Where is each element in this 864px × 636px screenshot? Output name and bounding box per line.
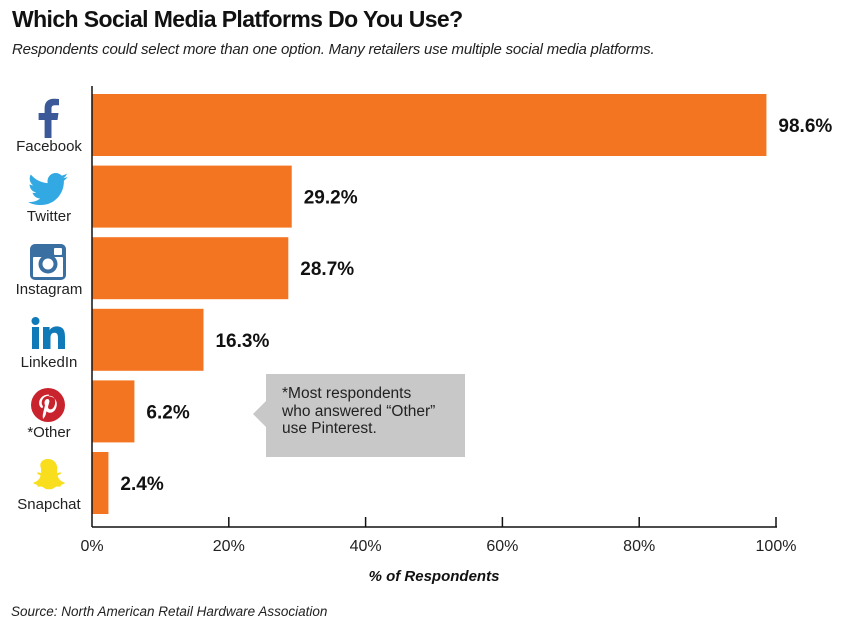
bar-twitter <box>92 165 292 228</box>
bars-group <box>92 94 767 514</box>
x-tick-labels-group: 0% 20% 40% 60% 80% 100% <box>80 538 796 555</box>
pinterest-icon <box>31 388 65 422</box>
x-tick-label: 80% <box>623 538 655 555</box>
linkedin-icon <box>31 317 65 349</box>
category-label-snapchat: Snapchat <box>17 496 81 513</box>
bar-facebook <box>92 94 767 156</box>
snapchat-icon <box>33 459 65 490</box>
value-label: 98.6% <box>778 116 832 137</box>
bar-snapchat <box>92 452 109 514</box>
value-label: 6.2% <box>146 402 189 423</box>
category-label-linkedin: LinkedIn <box>20 354 78 371</box>
facebook-icon <box>38 98 59 138</box>
x-ticks-group <box>228 517 777 527</box>
twitter-icon <box>28 173 68 205</box>
chart-subtitle: Respondents could select more than one o… <box>12 41 655 58</box>
callout-pointer <box>253 401 266 427</box>
value-labels-group: 98.6% 29.2% 28.7% 16.3% 6.2% 2.4% <box>120 116 832 495</box>
x-tick-label: 20% <box>213 538 245 555</box>
bar-linkedin <box>92 308 204 371</box>
category-label-instagram: Instagram <box>15 281 83 298</box>
value-label: 29.2% <box>304 188 358 209</box>
x-tick-label: 40% <box>350 538 382 555</box>
x-tick-label: 100% <box>756 538 797 555</box>
instagram-icon <box>30 244 66 280</box>
callout-text: *Most respondents who answered “Other” u… <box>282 385 462 438</box>
callout-box <box>266 374 465 457</box>
value-label: 28.7% <box>300 259 354 280</box>
x-axis-title: % of Respondents <box>368 568 500 585</box>
x-tick-label: 60% <box>486 538 518 555</box>
value-label: 16.3% <box>215 331 269 352</box>
callout-line-2: who answered “Other” <box>282 402 436 420</box>
callout-line-1: *Most respondents <box>282 385 412 402</box>
callout-line-3: use Pinterest. <box>282 420 377 437</box>
category-label-facebook: Facebook <box>16 138 82 155</box>
bar-other <box>92 380 135 443</box>
value-label: 2.4% <box>120 474 163 495</box>
category-label-twitter: Twitter <box>26 208 72 225</box>
x-tick-label: 0% <box>80 538 103 555</box>
bar-instagram <box>92 237 289 300</box>
source-note: Source: North American Retail Hardware A… <box>11 604 328 619</box>
chart-title: Which Social Media Platforms Do You Use? <box>12 6 463 32</box>
category-label-other: *Other <box>27 424 71 441</box>
